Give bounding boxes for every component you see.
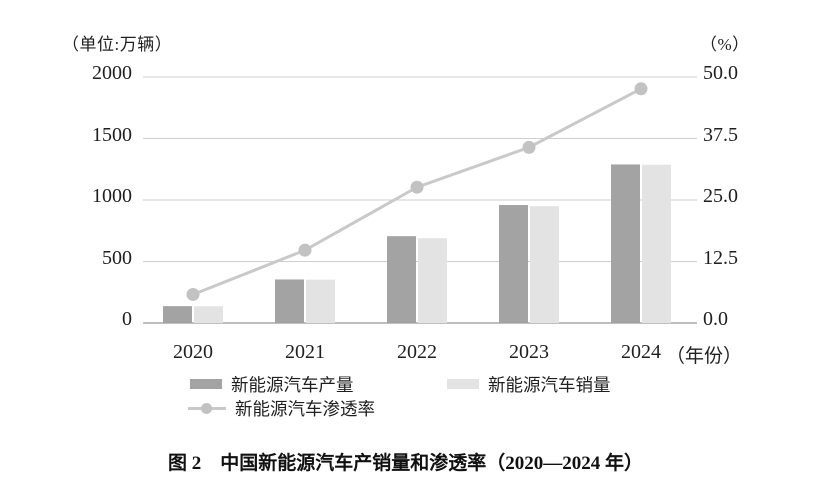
penetration-marker-2023 [522,140,536,154]
production-bar-2021 [275,279,304,323]
penetration-marker-2020 [186,287,200,301]
y-axis-left-tick: 2000 [92,62,132,84]
production-bar-2022 [387,236,416,323]
y-axis-right-tick: 50.0 [703,62,738,84]
legend-label-production: 新能源汽车产量 [231,374,354,395]
sales-bar-2023 [530,206,559,323]
sales-bar-2024 [642,164,671,323]
figure-caption: 图 2 中国新能源汽车产销量和渗透率（2020—2024 年） [167,453,643,474]
y-axis-left-tick: 0 [122,308,132,330]
x-axis-tick: 2020 [173,341,213,363]
penetration-marker-2022 [410,180,424,194]
legend-label-sales: 新能源汽车销量 [488,374,611,395]
combo-chart-plot [143,76,697,324]
penetration-marker-2021 [298,243,312,257]
y-axis-left-tick: 1500 [92,123,132,146]
legend-item-penetration: 新能源汽车渗透率 [188,397,375,419]
right-axis-unit-label: （%） [700,35,750,54]
left-axis-unit-label: （单位:万辆） [62,35,173,54]
production-bar-2023 [499,205,528,323]
x-axis-unit-label: （年份） [666,346,743,367]
production-bar-2020 [163,306,192,323]
sales-bar-2022 [418,238,447,323]
x-axis-tick: 2021 [285,341,325,363]
legend-label-penetration: 新能源汽车渗透率 [235,398,375,419]
sales-bar-2021 [306,279,335,323]
y-axis-left-tick: 1000 [92,185,132,207]
legend-item-production: 新能源汽车产量 [190,373,354,395]
x-axis-tick: 2022 [397,341,437,363]
y-axis-right-tick: 0.0 [703,308,728,330]
y-axis-right-tick: 12.5 [703,246,738,269]
production-bar-swatch-icon [190,379,222,389]
legend-item-sales: 新能源汽车销量 [447,373,611,395]
production-bar-2024 [611,164,640,323]
sales-bar-2020 [194,306,223,323]
sales-bar-swatch-icon [447,379,479,389]
y-axis-right-tick: 25.0 [703,185,738,207]
penetration-marker-2024 [634,82,648,96]
line-marker-dot-icon [201,402,212,414]
penetration-line-swatch-icon [188,402,226,414]
x-axis-tick: 2024 [621,341,661,363]
x-axis-tick: 2023 [509,341,549,363]
y-axis-right-tick: 37.5 [703,123,738,146]
y-axis-left-tick: 500 [102,246,132,269]
